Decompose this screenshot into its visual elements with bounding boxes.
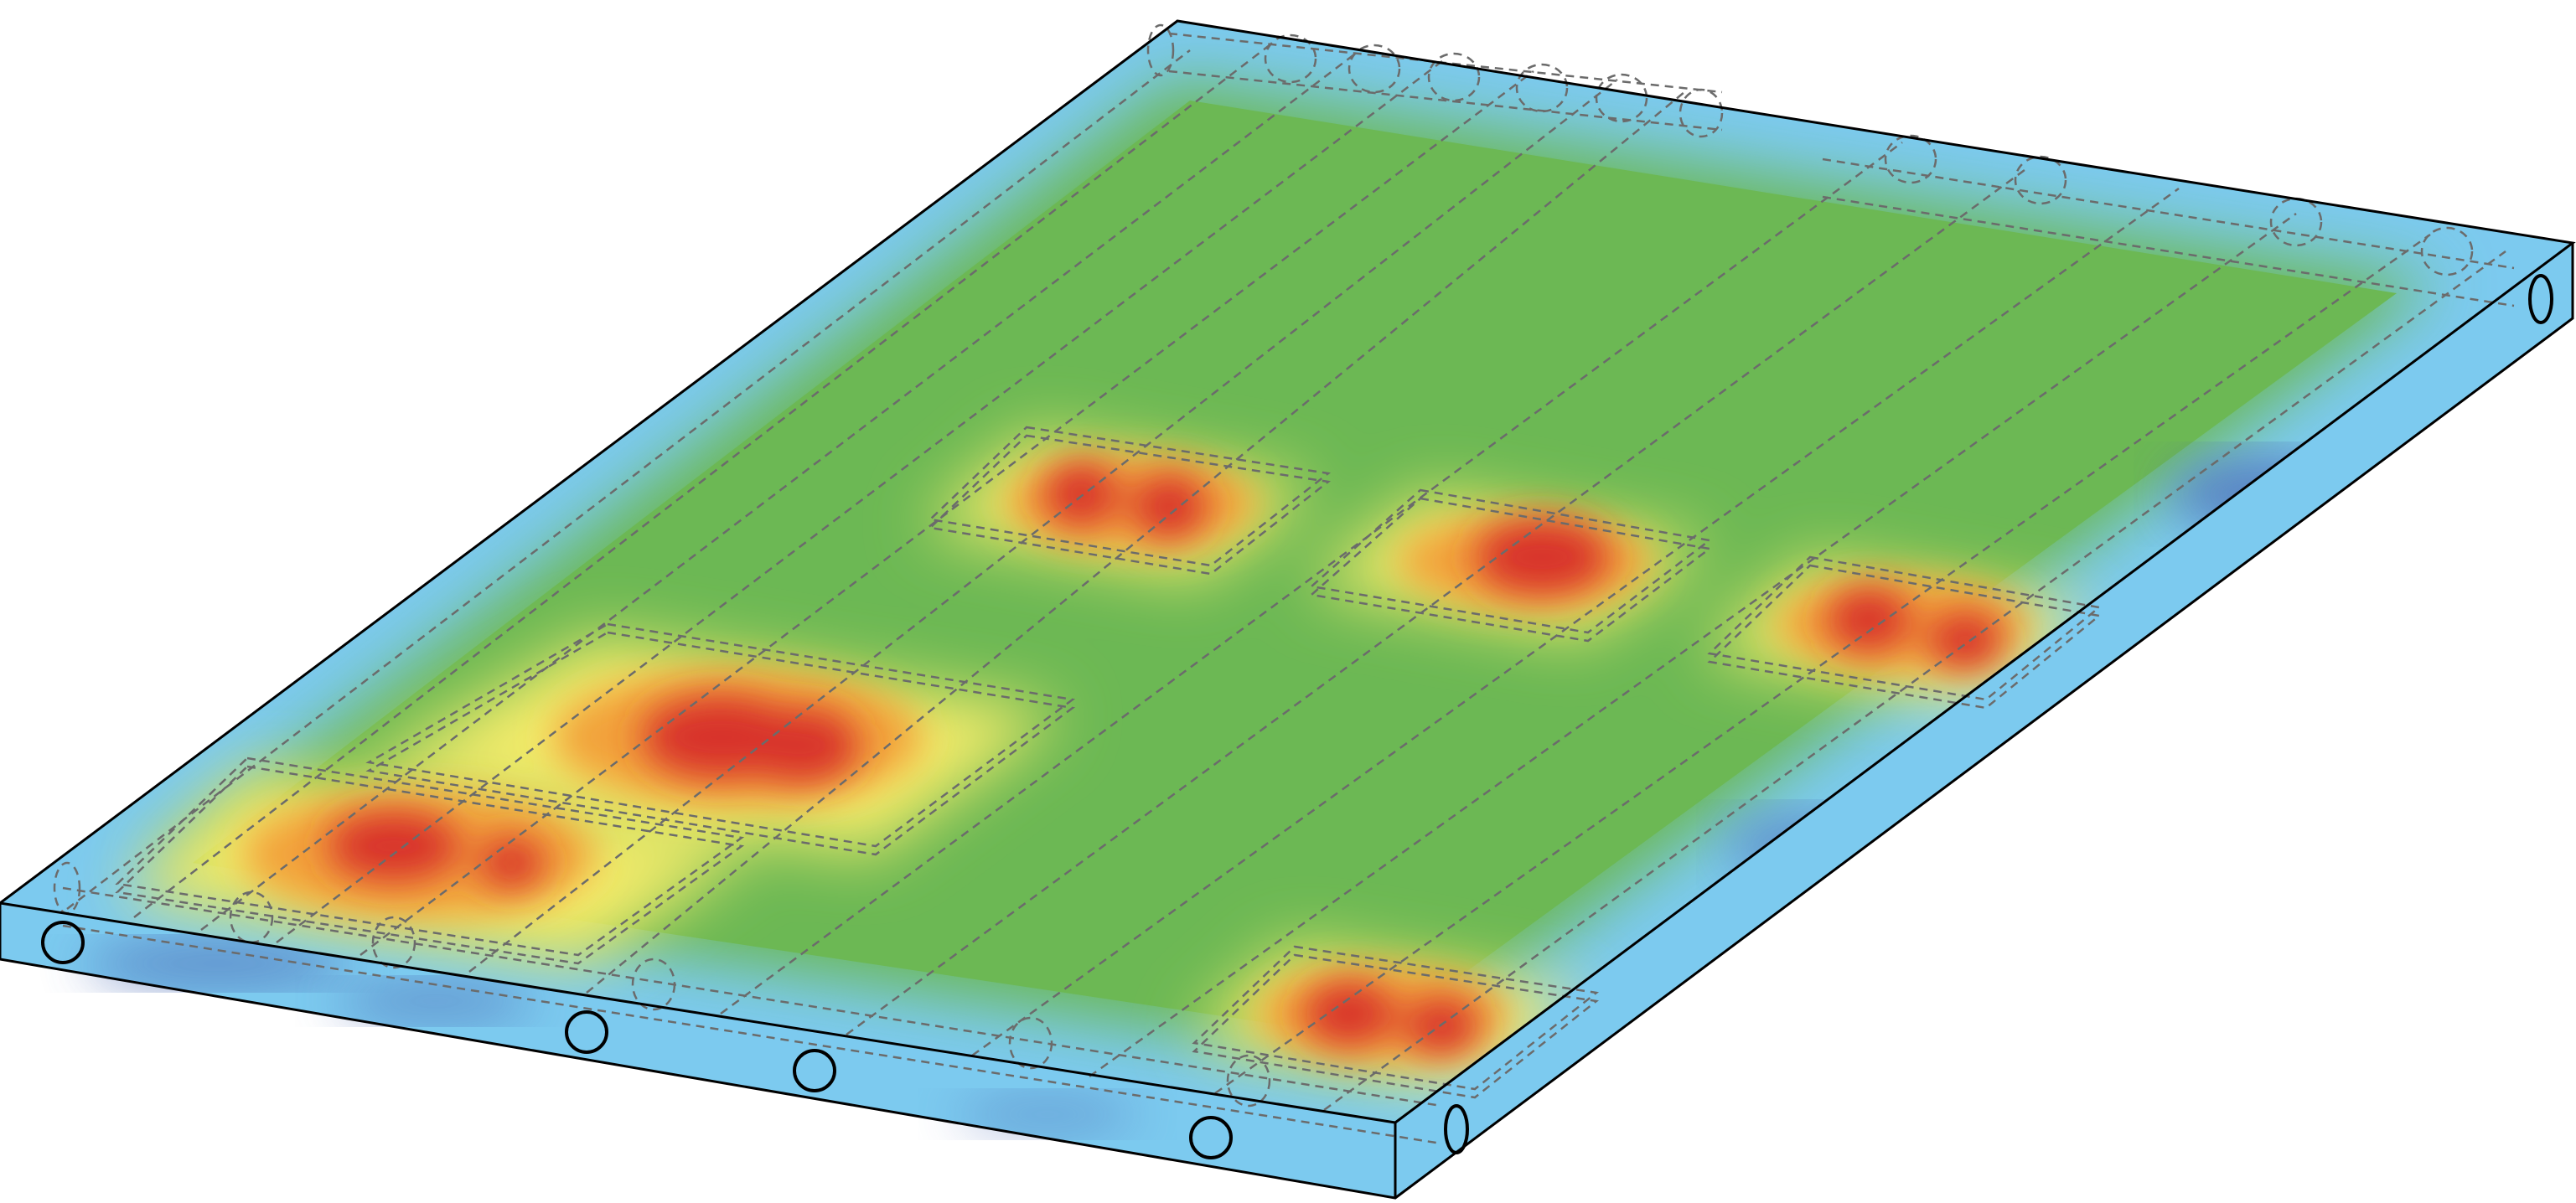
pipe-openings [41, 274, 2553, 1159]
cold-patch [570, 101, 771, 168]
plate-right-face [1395, 243, 2573, 1198]
pipe-opening [1444, 1104, 1469, 1154]
pipe-opening [41, 921, 85, 964]
heater-pad [365, 622, 1076, 848]
hidden-geometry [53, 23, 2515, 1145]
plate-front-face [0, 903, 1395, 1198]
pipe-opening [793, 1049, 836, 1092]
heater-pad [1192, 945, 1600, 1091]
heater-pad [928, 426, 1332, 567]
pipe-opening [1189, 1116, 1233, 1159]
plate-outline [0, 19, 2576, 1200]
heater-pad [115, 756, 745, 957]
pipe-opening [565, 1010, 608, 1054]
heater-pad [1309, 488, 1713, 634]
pipe-opening [2528, 274, 2553, 324]
